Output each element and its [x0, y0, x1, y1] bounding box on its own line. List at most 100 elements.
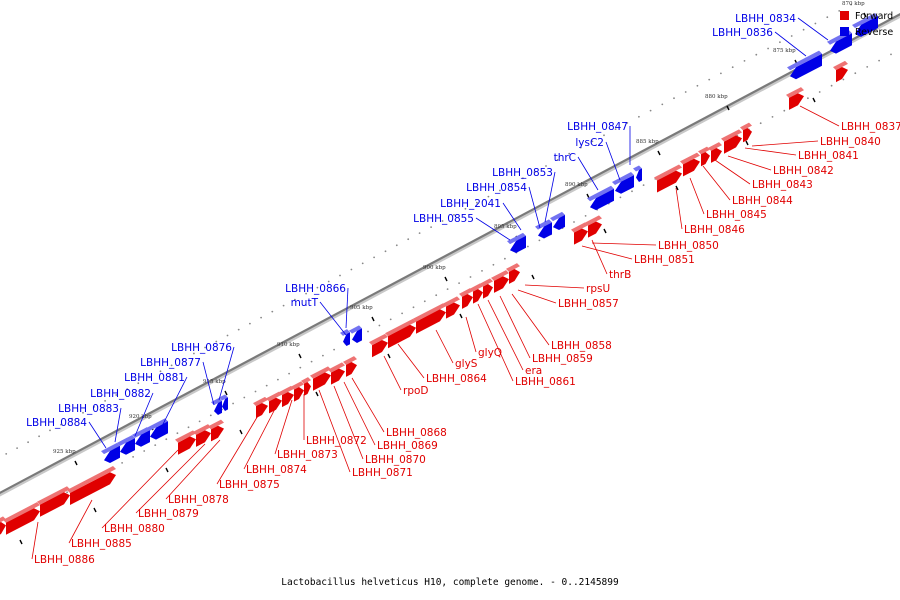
reverse-gene-top: [117, 435, 135, 446]
scale-dot: [82, 411, 84, 414]
gene-label: LBHH_0871: [352, 467, 413, 479]
scale-dot: [209, 414, 212, 417]
scale-dot: [568, 152, 571, 155]
forward-gene: [470, 283, 483, 304]
forward-gene: [480, 278, 493, 299]
scale-dot: [696, 84, 699, 87]
legend-swatch-reverse: [840, 27, 849, 36]
scale-dot: [684, 91, 687, 93]
forward-gene: [654, 164, 682, 193]
reverse-gene-top: [507, 232, 526, 245]
scale-dot: [204, 346, 207, 349]
gene-label: LBHH_0861: [515, 376, 576, 388]
gene-label: LBHH_0875: [219, 479, 280, 491]
forward-gene-body: [483, 284, 493, 299]
scale-dot: [866, 66, 869, 68]
scale-dot: [458, 282, 460, 284]
scale-dot: [743, 60, 746, 62]
kbp-ticks: 870 kbp 875 kbp 880 kbp 885 kbp 890 kbp 895 k…: [19, 1, 867, 545]
gene-label: LBHH_0864: [426, 373, 487, 385]
forward-gene: [740, 122, 752, 143]
genome-backbone: [0, 12, 900, 497]
forward-gene-top: [721, 129, 742, 142]
gene-label: LBHH_0840: [820, 136, 881, 148]
leader-line: [591, 242, 657, 246]
forward-gene-top: [585, 215, 602, 226]
scale-dot: [310, 360, 313, 363]
leader-line: [689, 177, 705, 215]
scale-dot: [854, 72, 857, 75]
forward-gene-top: [343, 356, 357, 365]
reverse-gene: [132, 427, 150, 447]
scale-dot: [626, 122, 629, 124]
reverse-gene-body: [510, 235, 526, 253]
reverse-gene: [219, 394, 228, 411]
gene-label: LBHH_0845: [706, 209, 767, 221]
scale-dot: [316, 286, 319, 289]
forward-gene-body: [462, 294, 473, 309]
scale-dot: [755, 53, 758, 56]
leader-line: [465, 316, 477, 353]
leader-line: [274, 399, 293, 455]
backbone-line: [0, 12, 900, 495]
scale-dot: [176, 432, 179, 435]
minor-tick-mark: [603, 228, 607, 234]
scale-dot: [271, 310, 274, 313]
kbp-tick-mark: [224, 390, 228, 396]
leader-line: [675, 187, 683, 230]
leader-line: [544, 171, 556, 223]
forward-gene-body: [346, 362, 357, 377]
forward-gene-body: [388, 324, 416, 349]
forward-gene-body: [282, 392, 294, 408]
leader-line: [101, 449, 179, 529]
reverse-gene-body: [790, 53, 822, 80]
leader-line: [477, 303, 514, 382]
scale-dot: [759, 122, 762, 125]
scale-dot: [790, 35, 793, 37]
forward-gene-top: [413, 303, 446, 322]
forward-gene-top: [470, 283, 483, 292]
reverse-gene-body: [615, 175, 634, 194]
gene-label: LBHH_0858: [551, 340, 612, 352]
scale-dot: [277, 378, 279, 381]
forward-gene-top: [175, 430, 196, 443]
reverse-gene-top: [612, 172, 634, 185]
gene-label: LBHH_0877: [140, 357, 201, 369]
leader-line: [577, 156, 599, 191]
leader-line: [343, 381, 376, 446]
scale-dot: [720, 72, 722, 75]
scale-dot: [249, 322, 251, 325]
scale-dot: [350, 268, 353, 271]
forward-gene: [680, 152, 700, 177]
reverse-gene-body: [590, 188, 614, 211]
forward-gene-top: [786, 87, 804, 98]
leader-line: [487, 299, 524, 371]
forward-gene-top: [266, 391, 282, 402]
forward-gene-top: [310, 366, 331, 379]
scale-dot: [232, 402, 235, 405]
forward-gene-body: [789, 93, 804, 110]
forward-gene-top: [385, 318, 416, 337]
leader-line: [383, 355, 402, 391]
kbp-tick-mark: [863, 12, 867, 18]
forward-gene-top: [506, 263, 520, 272]
forward-gene: [37, 486, 70, 517]
gene-label: LBHH_0879: [138, 508, 199, 520]
kbp-tick-label: 880 kbp: [705, 94, 728, 100]
forward-gene: [721, 129, 742, 154]
genome-caption: Lactobacillus helveticus H10, complete g…: [281, 577, 619, 588]
scale-dot: [423, 300, 426, 303]
leader-line: [218, 346, 235, 401]
gene-label: LBHH_0841: [798, 150, 859, 162]
forward-gene: [369, 333, 388, 358]
forward-gene: [301, 377, 311, 396]
leader-line: [88, 421, 107, 449]
scale-dot: [104, 400, 106, 402]
forward-gene-body: [473, 289, 483, 304]
forward-gene-body: [683, 158, 700, 177]
scale-dot: [243, 396, 246, 399]
scale-dot: [126, 388, 129, 390]
leader-line: [502, 202, 522, 231]
leader-line: [524, 284, 585, 289]
scale-dot: [527, 245, 529, 248]
